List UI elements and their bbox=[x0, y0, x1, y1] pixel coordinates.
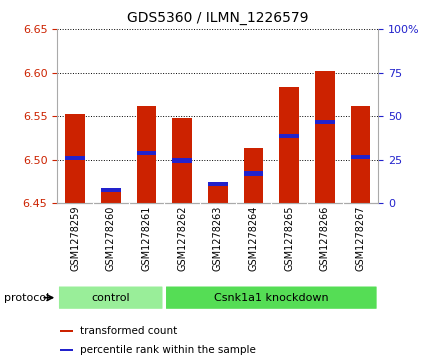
Text: GSM1278260: GSM1278260 bbox=[106, 206, 116, 271]
Bar bbox=[60, 330, 73, 333]
Text: percentile rank within the sample: percentile rank within the sample bbox=[80, 345, 256, 355]
Text: Csnk1a1 knockdown: Csnk1a1 knockdown bbox=[214, 293, 329, 303]
Text: transformed count: transformed count bbox=[80, 326, 177, 336]
Bar bbox=[208, 182, 227, 203]
Text: GSM1278259: GSM1278259 bbox=[70, 206, 80, 271]
Bar bbox=[136, 151, 156, 155]
Bar bbox=[351, 106, 370, 203]
Bar bbox=[60, 348, 73, 351]
Text: GSM1278263: GSM1278263 bbox=[213, 206, 223, 271]
Bar bbox=[172, 118, 192, 203]
Bar bbox=[279, 87, 299, 203]
Bar bbox=[136, 106, 156, 203]
Bar bbox=[101, 188, 121, 192]
Text: GSM1278264: GSM1278264 bbox=[249, 206, 258, 271]
Bar bbox=[65, 114, 85, 203]
Bar bbox=[244, 148, 263, 203]
Text: GSM1278262: GSM1278262 bbox=[177, 206, 187, 271]
Text: GSM1278267: GSM1278267 bbox=[356, 206, 366, 271]
Text: GSM1278266: GSM1278266 bbox=[320, 206, 330, 271]
Bar bbox=[244, 171, 263, 176]
Bar bbox=[315, 71, 335, 203]
Text: GSM1278261: GSM1278261 bbox=[141, 206, 151, 271]
Bar bbox=[65, 156, 85, 160]
Bar bbox=[315, 120, 335, 125]
Bar bbox=[172, 158, 192, 163]
Bar bbox=[351, 155, 370, 159]
Bar bbox=[279, 134, 299, 138]
Text: control: control bbox=[92, 293, 130, 303]
Bar bbox=[208, 182, 227, 186]
FancyBboxPatch shape bbox=[165, 285, 378, 310]
Text: protocol: protocol bbox=[4, 293, 50, 303]
Text: GSM1278265: GSM1278265 bbox=[284, 206, 294, 271]
FancyBboxPatch shape bbox=[58, 285, 164, 310]
Bar bbox=[101, 192, 121, 203]
Title: GDS5360 / ILMN_1226579: GDS5360 / ILMN_1226579 bbox=[127, 11, 308, 25]
